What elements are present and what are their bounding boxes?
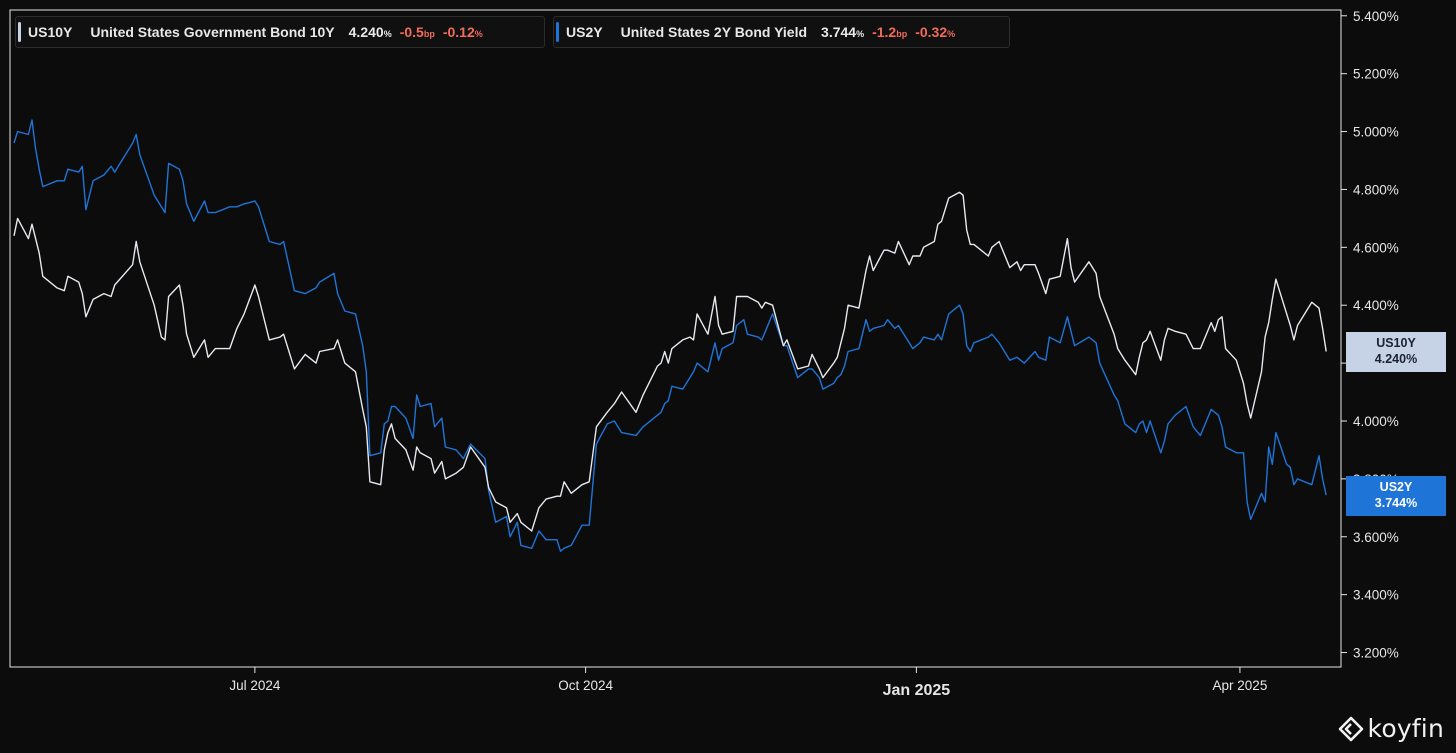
y-tick-label: 4.400% [1353,298,1399,313]
legend-swatch-us10y [18,22,21,42]
y-tick-label: 4.600% [1353,240,1399,255]
x-tick-label: Oct 2024 [558,678,613,693]
y-tick-label: 4.000% [1353,414,1399,429]
legend-change-pct: -0.32% [915,24,956,40]
logo-text: koyfin [1367,714,1444,743]
y-tick-label: 5.200% [1353,67,1399,82]
legend-item-us10y[interactable]: US10Y United States Government Bond 10Y … [15,16,545,48]
x-tick-label: Jan 2025 [883,682,951,699]
koyfin-logo-icon [1338,716,1363,741]
series-line-us2y [13,119,1327,552]
tag-label: US2Y [1379,480,1413,494]
tag-label: US10Y [1376,336,1416,350]
last-value-tag-us10y: US10Y 4.240% [1346,332,1446,372]
last-value-tag-us2y: US2Y 3.744% [1346,476,1446,516]
legend-change-bp: -0.5bp [399,24,435,40]
y-tick-label: 4.800% [1353,182,1399,197]
x-tick-label: Jul 2024 [229,678,281,693]
y-tick-label: 5.400% [1353,9,1399,24]
legend-change-bp: -1.2bp [872,24,908,40]
legend-value: 4.240% [348,24,392,40]
x-axis: Jul 2024 Oct 2024 Jan 2025 Apr 2025 [229,667,1267,699]
y-tick-label: 3.400% [1353,588,1399,603]
plot-frame [9,9,1342,668]
y-tick-label: 3.600% [1353,530,1399,545]
legend-change-pct: -0.12% [442,24,483,40]
legend-name: United States Government Bond 10Y [90,24,335,40]
legend-symbol: US10Y [28,24,73,40]
tag-value: 4.240% [1374,352,1418,366]
legend-value: 3.744% [821,24,865,40]
y-tick-label: 5.000% [1353,125,1399,140]
legend-symbol: US2Y [566,24,603,40]
y-tick-label: 3.200% [1353,646,1399,661]
legend-swatch-us2y [556,22,559,42]
legend-item-us2y[interactable]: US2Y United States 2Y Bond Yield 3.744% … [553,16,1010,48]
series-line-us10y [13,191,1327,532]
series-layer [13,119,1327,552]
legend-name: United States 2Y Bond Yield [620,24,808,40]
axes-layer [9,9,1342,668]
koyfin-logo[interactable]: koyfin [1338,714,1444,743]
x-tick-label: Apr 2025 [1213,678,1268,693]
tag-value: 3.744% [1374,496,1418,510]
